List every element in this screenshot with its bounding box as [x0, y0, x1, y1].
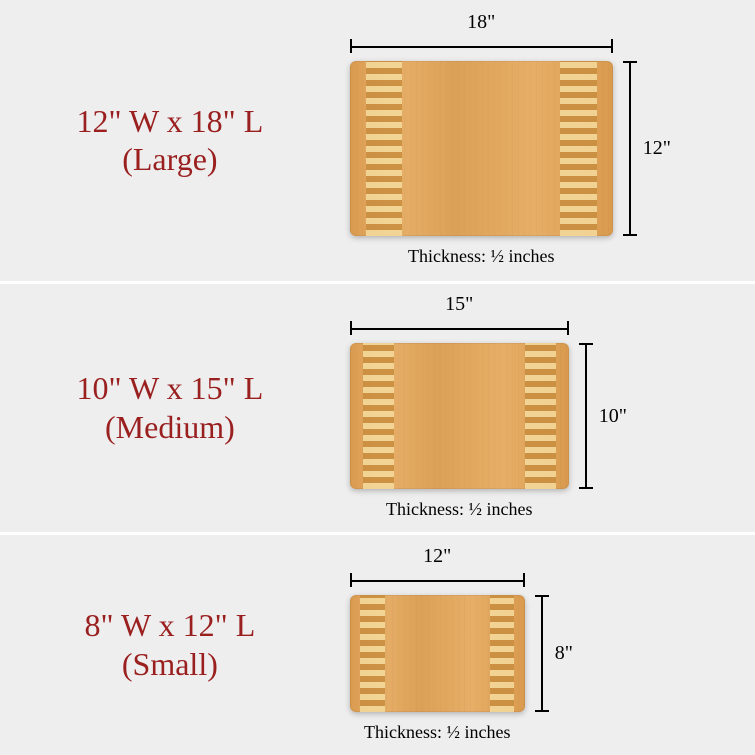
size-panel-large: 12" W x 18" L(Large) 18" 12" Thickness: ½ i…: [0, 0, 755, 284]
board-and-width-dim: 10": [350, 343, 627, 489]
cutting-board-image: [350, 343, 569, 489]
length-dimension-bar: [350, 573, 525, 587]
thickness-label: Thickness: ½ inches: [350, 246, 613, 267]
width-dimension-bar: [623, 61, 637, 236]
size-label-large: 12" W x 18" L(Large): [0, 102, 340, 179]
length-dimension-bar: [350, 39, 613, 53]
size-panel-small: 8" W x 12" L(Small) 12" 8" Thickness: ½ inc…: [0, 535, 755, 755]
length-dimension-bar: [350, 321, 569, 335]
size-label-name: (Large): [122, 140, 217, 178]
length-dimension-label: 15": [350, 293, 569, 316]
size-label-name: (Small): [122, 645, 218, 683]
width-dimension: 12": [623, 61, 671, 236]
width-dimension-label: 12": [643, 137, 671, 160]
width-dimension: 8": [535, 595, 573, 712]
length-dimension: 12": [350, 547, 525, 587]
thickness-label: Thickness: ½ inches: [350, 722, 525, 743]
length-dimension-label: 18": [350, 11, 613, 34]
diagram-large: 18" 12" Thickness: ½ inches: [340, 13, 755, 267]
width-dimension-bar: [535, 595, 549, 712]
size-label-dimensions: 12" W x 18" L: [77, 102, 264, 140]
cutting-board-image: [350, 595, 525, 712]
thickness-label: Thickness: ½ inches: [350, 499, 569, 520]
length-dimension: 18": [350, 13, 613, 53]
diagram-medium: 15" 10" Thickness: ½ inches: [340, 295, 755, 520]
size-label-dimensions: 8" W x 12" L: [85, 606, 256, 644]
diagram-small: 12" 8" Thickness: ½ inches: [340, 547, 755, 743]
board-and-width-dim: 12": [350, 61, 671, 236]
size-label-medium: 10" W x 15" L(Medium): [0, 369, 340, 446]
size-panel-medium: 10" W x 15" L(Medium) 15" 10" Thickness: ½ …: [0, 284, 755, 535]
width-dimension: 10": [579, 343, 627, 489]
width-dimension-label: 10": [599, 405, 627, 428]
cutting-board-image: [350, 61, 613, 236]
width-dimension-bar: [579, 343, 593, 489]
length-dimension-label: 12": [350, 545, 525, 568]
board-and-width-dim: 8": [350, 595, 573, 712]
size-label-name: (Medium): [105, 408, 235, 446]
size-label-dimensions: 10" W x 15" L: [77, 369, 264, 407]
size-label-small: 8" W x 12" L(Small): [0, 606, 340, 683]
length-dimension: 15": [350, 295, 569, 335]
width-dimension-label: 8": [555, 642, 573, 665]
